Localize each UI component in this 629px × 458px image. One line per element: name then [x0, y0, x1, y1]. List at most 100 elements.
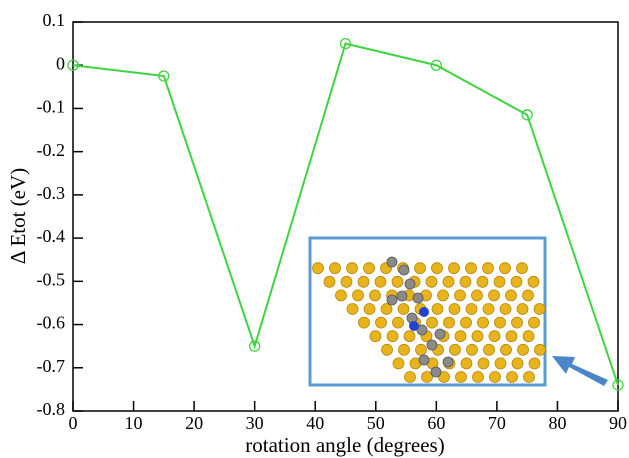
atom — [489, 371, 501, 383]
plot-frame — [72, 21, 619, 412]
atom — [488, 289, 500, 302]
atom — [517, 343, 529, 356]
carbon-atom — [430, 366, 442, 378]
x-tick-label: 70 — [488, 413, 506, 433]
x-axis-label: rotation angle (degrees) — [245, 433, 444, 457]
atom — [425, 275, 438, 288]
x-tick-label: 80 — [548, 413, 566, 433]
atom — [523, 371, 535, 383]
atom — [471, 330, 484, 343]
atom — [369, 289, 381, 302]
atom — [511, 357, 524, 370]
atom — [363, 303, 376, 315]
atom — [471, 289, 483, 302]
atom — [522, 330, 535, 343]
atom — [477, 316, 489, 329]
atom — [533, 303, 546, 315]
atom — [528, 357, 541, 370]
atom — [472, 371, 484, 383]
atom — [476, 275, 489, 288]
atom — [329, 262, 341, 275]
atom — [431, 303, 444, 315]
atom — [483, 343, 495, 356]
data-line — [72, 42, 619, 386]
atom — [516, 303, 529, 315]
atom — [442, 275, 455, 288]
y-tick-label: -0.1 — [37, 97, 66, 117]
atom — [454, 289, 466, 302]
atom — [448, 262, 460, 275]
carbon-atom — [442, 356, 454, 368]
atom — [375, 316, 387, 329]
carbon-atom — [418, 354, 430, 366]
y-tick-label: -0.2 — [37, 140, 66, 160]
carbon-atom — [386, 294, 398, 306]
data-point — [612, 379, 624, 391]
data-point — [158, 70, 170, 82]
x-tick-label: 0 — [69, 413, 78, 433]
x-tick-label: 60 — [427, 413, 445, 433]
atom — [448, 303, 461, 315]
y-tick-label: -0.8 — [37, 399, 66, 419]
atom — [358, 316, 370, 329]
atom — [426, 316, 438, 329]
atom — [374, 275, 387, 288]
atom — [505, 289, 517, 302]
atom — [392, 357, 405, 370]
atom — [431, 262, 443, 275]
atom — [380, 303, 393, 315]
atom — [494, 357, 507, 370]
pointer-arrow — [552, 356, 608, 386]
atom — [466, 343, 478, 356]
atom — [499, 303, 512, 315]
x-tick-label: 10 — [125, 413, 143, 433]
data-point — [339, 37, 352, 50]
atom — [346, 303, 359, 315]
y-axis-label: Δ Etot (eV) — [6, 168, 30, 264]
x-tick-label: 20 — [185, 413, 203, 433]
atom — [312, 262, 324, 275]
y-tick-label: 0.1 — [43, 10, 66, 30]
carbon-atom — [398, 264, 410, 276]
atom — [459, 275, 472, 288]
inset-image — [308, 236, 547, 387]
atom — [460, 357, 473, 370]
x-tick-label: 50 — [367, 413, 385, 433]
atom — [460, 316, 472, 329]
carbon-atom — [426, 339, 438, 351]
atom — [516, 262, 528, 275]
atom — [438, 371, 450, 383]
atom — [522, 289, 534, 302]
y-tick-label: 0 — [56, 53, 65, 73]
atom — [392, 316, 404, 329]
atom — [493, 275, 506, 288]
atom — [511, 316, 523, 329]
atom — [352, 289, 364, 302]
atom — [510, 275, 523, 288]
y-tick-label: -0.7 — [37, 356, 66, 376]
atom — [357, 275, 370, 288]
data-point — [521, 109, 533, 121]
atom — [403, 330, 416, 343]
carbon-atom — [396, 290, 408, 302]
nitrogen-atom — [419, 307, 429, 317]
carbon-atom — [404, 278, 416, 290]
atom — [386, 330, 399, 343]
data-point — [249, 340, 261, 352]
atom — [397, 303, 410, 315]
carbon-atom — [412, 292, 424, 304]
atom — [414, 262, 426, 275]
nitrogen-atom — [409, 321, 419, 331]
x-tick-label: 90 — [609, 413, 627, 433]
atom — [443, 316, 455, 329]
y-tick-label: -0.3 — [37, 183, 66, 203]
atom — [528, 316, 540, 329]
atom — [340, 275, 353, 288]
atom — [323, 275, 336, 288]
atom — [488, 330, 501, 343]
atom — [455, 371, 467, 383]
atom — [346, 262, 358, 275]
atom — [391, 275, 404, 288]
atom — [415, 343, 427, 356]
atom — [421, 371, 433, 383]
